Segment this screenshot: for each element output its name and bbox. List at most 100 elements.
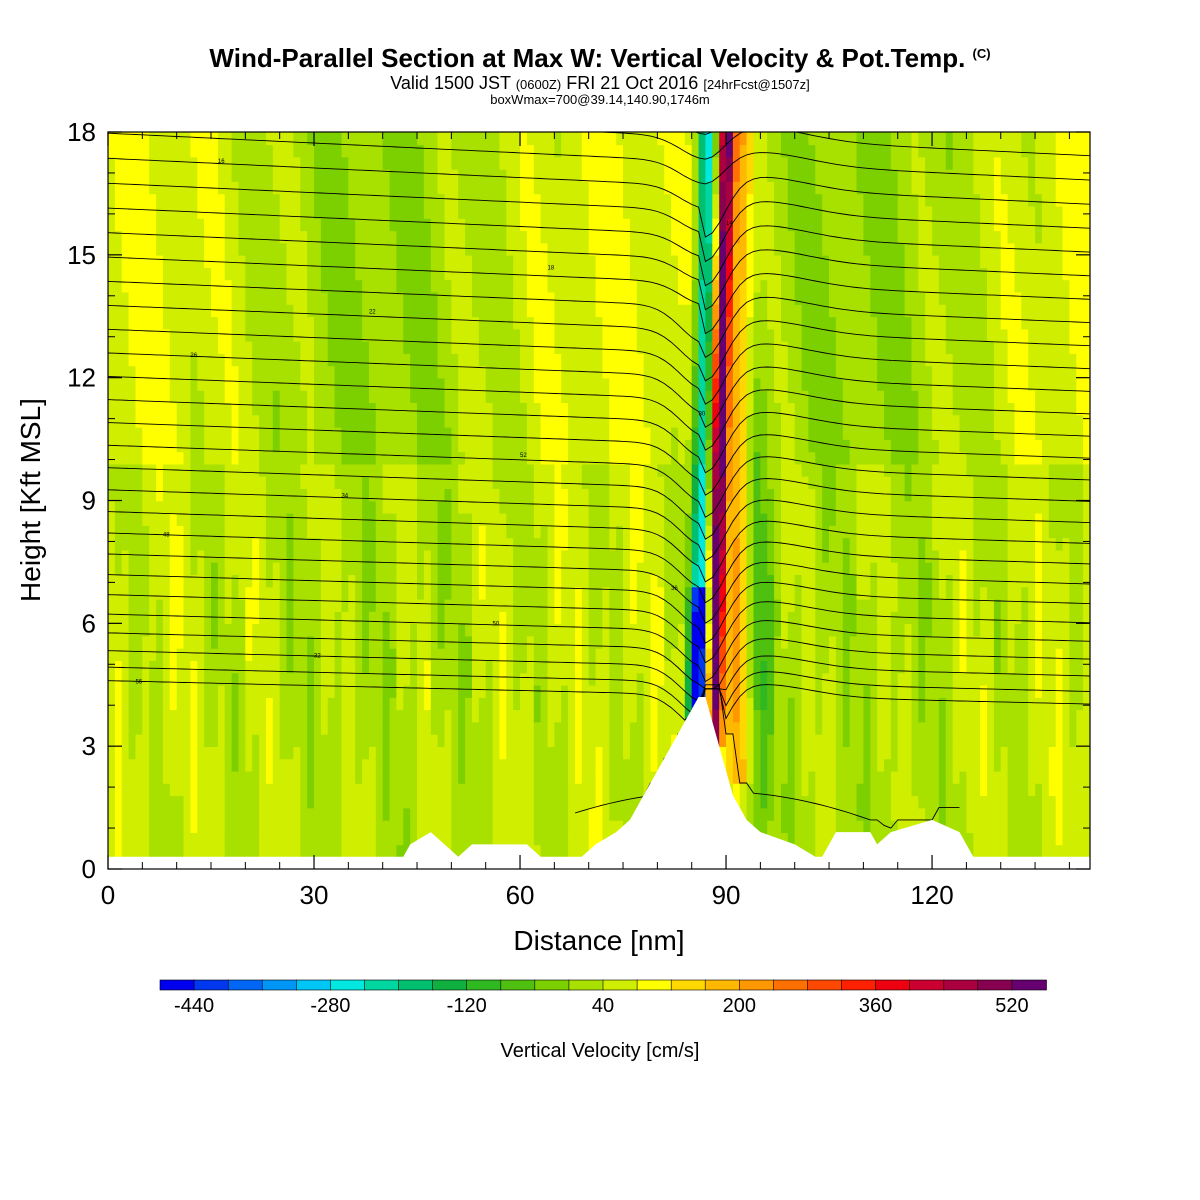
field-cell	[396, 439, 405, 453]
field-cell	[472, 205, 480, 219]
field-cell	[149, 353, 157, 367]
field-cell	[533, 439, 542, 453]
field-cell	[348, 746, 356, 760]
field-cell	[238, 549, 247, 563]
field-cell	[307, 475, 315, 489]
field-cell	[478, 758, 487, 772]
field-cell	[149, 168, 157, 182]
field-cell	[650, 279, 659, 293]
field-cell	[327, 672, 336, 686]
field-cell	[671, 647, 679, 661]
field-cell	[478, 377, 487, 391]
field-cell	[300, 770, 308, 784]
field-cell	[444, 746, 453, 760]
field-cell	[375, 549, 384, 563]
field-cell	[279, 463, 288, 477]
field-cell	[478, 156, 487, 170]
field-cell	[211, 623, 219, 637]
field-cell	[636, 328, 645, 342]
field-cell	[272, 795, 281, 809]
field-cell	[485, 304, 494, 318]
field-cell	[114, 844, 123, 858]
field-cell	[465, 254, 473, 268]
field-cell	[547, 426, 556, 440]
field-cell	[252, 783, 260, 797]
field-cell	[176, 132, 185, 146]
field-cell	[472, 414, 480, 428]
field-cell	[609, 611, 617, 625]
field-cell	[382, 795, 391, 809]
field-cell	[224, 156, 233, 170]
field-cell	[540, 132, 549, 146]
field-cell	[224, 377, 233, 391]
field-cell	[176, 218, 185, 232]
field-cell	[369, 721, 377, 735]
field-cell	[513, 279, 521, 293]
field-cell	[362, 353, 370, 367]
field-cell	[554, 746, 563, 760]
field-cell	[588, 304, 597, 318]
field-cell	[595, 795, 604, 809]
field-cell	[121, 328, 130, 342]
field-cell	[671, 389, 679, 403]
field-cell	[417, 807, 425, 821]
field-cell	[458, 365, 466, 379]
field-cell	[423, 783, 432, 797]
field-cell	[458, 819, 466, 833]
field-cell	[554, 783, 563, 797]
field-cell	[362, 561, 370, 575]
field-cell	[217, 193, 226, 207]
field-cell	[588, 254, 597, 268]
field-cell	[327, 525, 336, 539]
field-cell	[279, 647, 288, 661]
field-cell	[183, 611, 192, 625]
field-cell	[162, 561, 171, 575]
field-cell	[156, 549, 164, 563]
field-cell	[485, 181, 494, 195]
field-cell	[423, 316, 432, 330]
field-cell	[485, 365, 494, 379]
field-cell	[472, 475, 480, 489]
field-cell	[183, 340, 192, 354]
field-cell	[520, 819, 528, 833]
field-cell	[616, 304, 624, 318]
field-cell	[636, 635, 645, 649]
field-cell	[245, 439, 253, 453]
field-cell	[520, 426, 528, 440]
field-cell	[375, 500, 384, 514]
field-cell	[334, 389, 343, 403]
field-cell	[272, 697, 281, 711]
field-cell	[554, 635, 563, 649]
field-cell	[108, 389, 116, 403]
field-cell	[114, 230, 123, 244]
field-cell	[108, 463, 116, 477]
field-cell	[307, 561, 315, 575]
field-cell	[492, 512, 501, 526]
field-cell	[671, 218, 679, 232]
field-cell	[472, 267, 480, 281]
field-cell	[485, 291, 494, 305]
field-cell	[526, 647, 535, 661]
field-cell	[265, 205, 274, 219]
field-cell	[307, 132, 315, 146]
field-cell	[279, 819, 288, 833]
field-cell	[396, 304, 405, 318]
field-cell	[451, 746, 460, 760]
field-cell	[588, 746, 597, 760]
field-cell	[320, 832, 329, 846]
field-cell	[602, 365, 611, 379]
field-cell	[272, 611, 281, 625]
field-cell	[183, 512, 192, 526]
field-cell	[430, 340, 439, 354]
field-cell	[135, 832, 144, 846]
valid-time: Valid 1500 JST	[390, 73, 511, 93]
field-cell	[341, 819, 350, 833]
field-cell	[616, 414, 624, 428]
field-cell	[355, 144, 363, 158]
field-cell	[211, 783, 219, 797]
field-cell	[314, 611, 322, 625]
field-cell	[108, 537, 116, 551]
field-cell	[410, 512, 418, 526]
field-cell	[341, 623, 350, 637]
field-cell	[245, 819, 253, 833]
